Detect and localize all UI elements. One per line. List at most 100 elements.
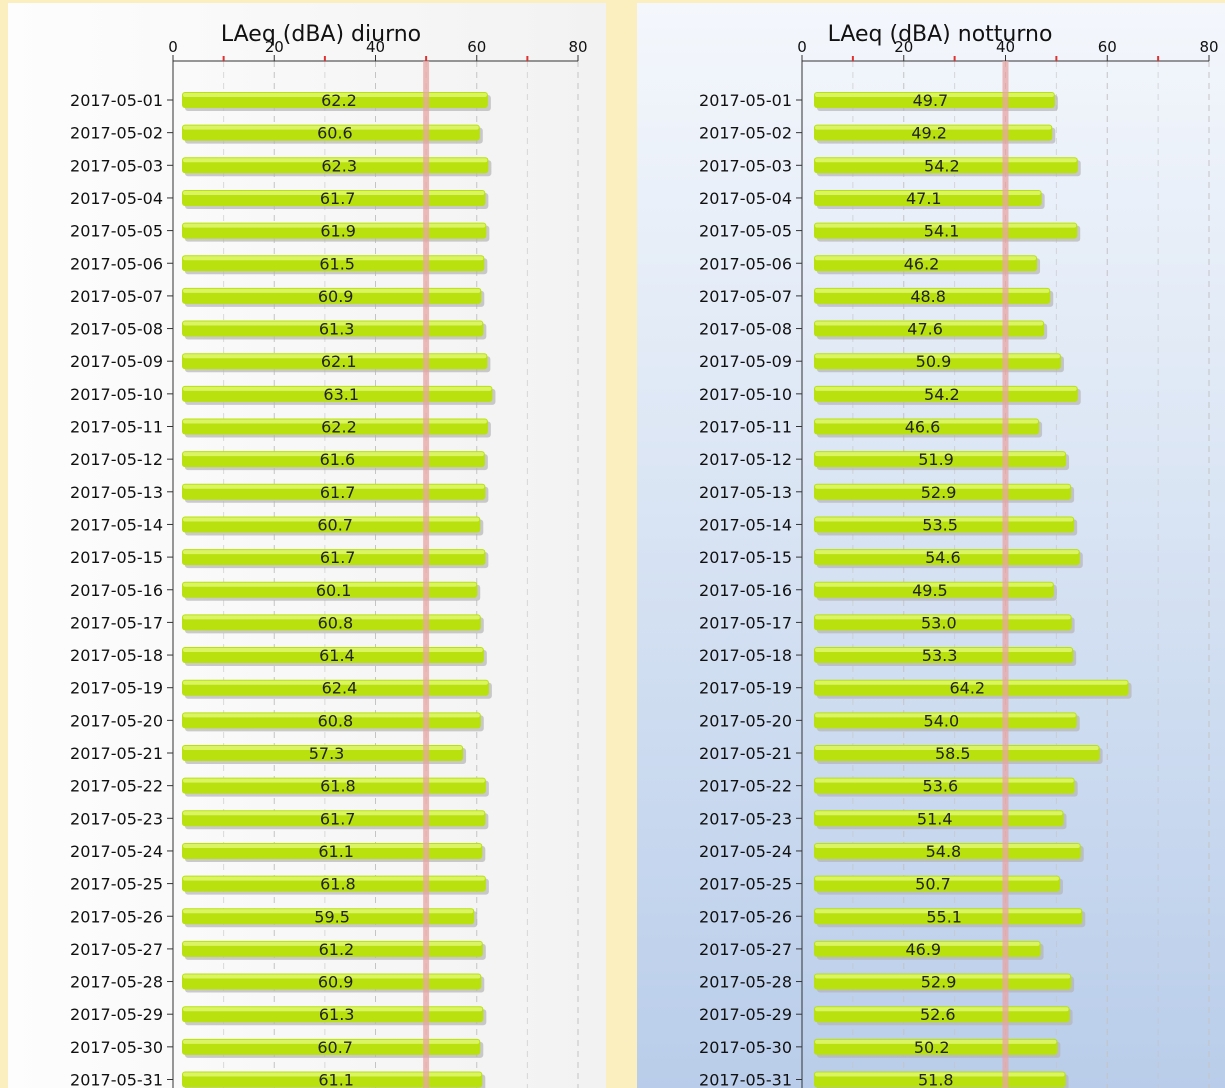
bar-row: 2017-05-26 55.1 (699, 907, 1086, 928)
x-tick-label: 40 (366, 38, 385, 56)
bar-highlight (183, 680, 488, 685)
bar-highlight (815, 223, 1077, 228)
category-label: 2017-05-10 (70, 385, 163, 404)
bar-highlight (183, 386, 492, 391)
value-label: 52.9 (921, 973, 957, 992)
bar-highlight (815, 517, 1074, 522)
bar-row: 2017-05-05 54.1 (699, 222, 1081, 242)
bar-highlight (183, 354, 487, 359)
bar-highlight (815, 419, 1039, 424)
category-label: 2017-05-18 (70, 646, 163, 665)
value-label: 49.2 (911, 124, 947, 143)
bar-highlight (815, 876, 1059, 881)
value-label: 54.2 (924, 156, 960, 175)
bar-row: 2017-05-18 53.3 (699, 646, 1077, 667)
value-label: 49.7 (913, 91, 949, 110)
bar-highlight (183, 941, 482, 946)
chart-notturno: LAeq (dBA) notturno 0 20 40 60 80 2017-05-01 49… (699, 22, 1219, 1088)
category-label: 2017-05-29 (70, 1005, 163, 1024)
value-label: 50.9 (916, 352, 952, 371)
category-label: 2017-05-15 (70, 548, 163, 567)
value-label: 61.1 (318, 1071, 354, 1088)
bar-row: 2017-05-15 54.6 (699, 548, 1083, 569)
category-label: 2017-05-21 (70, 744, 163, 763)
bar-row: 2017-05-24 54.8 (699, 842, 1084, 862)
value-label: 61.9 (320, 222, 356, 241)
bar-row: 2017-05-02 49.2 (699, 124, 1056, 144)
bar-highlight (183, 909, 474, 914)
category-label: 2017-05-24 (70, 842, 163, 861)
x-tick-label: 0 (168, 38, 178, 56)
value-label: 64.2 (949, 679, 985, 698)
value-label: 61.7 (320, 483, 356, 502)
bar-row: 2017-05-30 50.2 (699, 1038, 1061, 1058)
bar-highlight (815, 256, 1037, 261)
value-label: 53.5 (922, 515, 958, 534)
bar-row: 2017-05-08 61.3 (70, 320, 487, 340)
bar-highlight (183, 484, 485, 489)
bar-row: 2017-05-04 47.1 (699, 189, 1045, 209)
x-tick-label: 20 (265, 38, 284, 56)
value-label: 58.5 (935, 744, 971, 763)
value-label: 60.7 (317, 1038, 353, 1057)
bar-row: 2017-05-31 51.8 (699, 1071, 1069, 1088)
bar-row: 2017-05-29 61.3 (70, 1005, 487, 1026)
bar-highlight (815, 778, 1074, 783)
bar-highlight (815, 811, 1063, 816)
bar-row: 2017-05-25 50.7 (699, 875, 1063, 895)
bar-highlight (183, 93, 487, 97)
value-label: 61.7 (320, 809, 356, 828)
bar-highlight (815, 354, 1060, 359)
bar-row: 2017-05-28 52.9 (699, 973, 1075, 993)
value-label: 61.3 (319, 1005, 355, 1024)
category-label: 2017-05-11 (70, 418, 163, 437)
category-label: 2017-05-30 (699, 1038, 792, 1057)
bar-highlight (183, 223, 486, 228)
limit-line (423, 61, 430, 1088)
bar-row: 2017-05-08 47.6 (699, 320, 1048, 340)
value-label: 49.5 (912, 581, 948, 600)
bar-row: 2017-05-16 60.1 (70, 581, 481, 601)
bar-row: 2017-05-07 60.9 (70, 287, 485, 307)
category-label: 2017-05-15 (699, 548, 792, 567)
value-label: 61.8 (320, 875, 356, 894)
category-label: 2017-05-07 (70, 287, 163, 306)
bar-highlight (815, 386, 1077, 391)
value-label: 61.2 (319, 940, 355, 959)
value-label: 62.1 (321, 352, 357, 371)
category-label: 2017-05-03 (699, 156, 792, 175)
bar-row: 2017-05-29 52.6 (699, 1005, 1073, 1026)
value-label: 47.6 (907, 320, 943, 339)
category-label: 2017-05-10 (699, 385, 792, 404)
value-label: 60.6 (317, 124, 353, 143)
bar-highlight (183, 517, 480, 522)
category-label: 2017-05-12 (699, 450, 792, 469)
value-label: 54.8 (926, 842, 962, 861)
category-label: 2017-05-13 (699, 483, 792, 502)
category-label: 2017-05-02 (699, 124, 792, 143)
bar-highlight (183, 190, 485, 195)
bar-highlight (815, 680, 1128, 685)
bar-row: 2017-05-09 62.1 (70, 352, 491, 373)
value-label: 61.1 (318, 842, 354, 861)
bar-highlight (183, 615, 480, 620)
bar-row: 2017-05-13 61.7 (70, 483, 489, 503)
category-label: 2017-05-17 (699, 613, 792, 632)
bar-row: 2017-05-17 60.8 (70, 613, 484, 634)
value-label: 60.8 (318, 613, 354, 632)
x-tick-label: 60 (1098, 38, 1117, 56)
bar-row: 2017-05-02 60.6 (70, 124, 483, 144)
value-label: 62.4 (322, 679, 358, 698)
bar-highlight (183, 843, 482, 848)
x-tick-label: 60 (467, 38, 486, 56)
bar-row: 2017-05-24 61.1 (70, 842, 486, 862)
bar-highlight (815, 158, 1077, 163)
value-label: 46.9 (905, 940, 941, 959)
value-label: 61.8 (320, 777, 356, 796)
bar-row: 2017-05-20 54.0 (699, 711, 1080, 732)
value-label: 60.9 (318, 973, 354, 992)
category-label: 2017-05-26 (699, 907, 792, 926)
value-label: 55.1 (926, 907, 962, 926)
bar-row: 2017-05-27 61.2 (70, 940, 486, 960)
bar-row: 2017-05-17 53.0 (699, 613, 1075, 634)
